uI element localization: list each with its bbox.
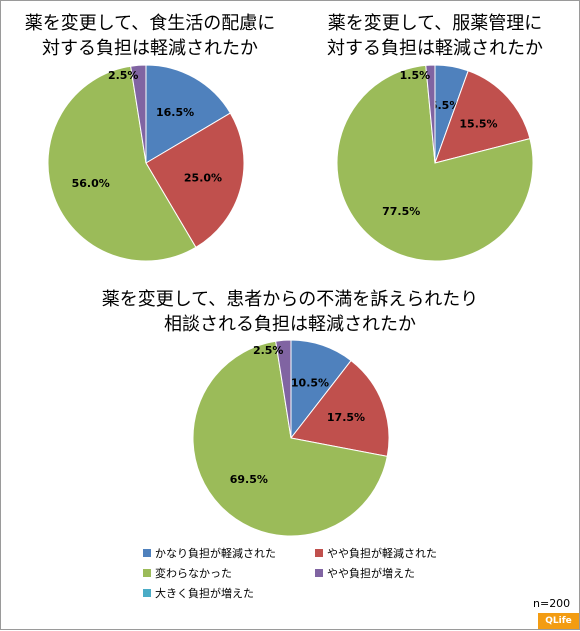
legend-label-4: やや負担が増えた [327,567,415,580]
pie1-label-1: 16.5% [156,106,194,119]
pie3-label-1: 10.5% [291,376,329,389]
pie3-slice-4 [275,339,292,439]
pie1-slice-1 [145,64,232,164]
pie2-title-line2: 対する負担は軽減されたか [327,38,543,59]
pie2-title: 薬を変更して、服薬管理に 対する負担は軽減されたか [291,11,579,61]
legend-item-2: やや負担が軽減された [315,545,437,561]
pie2-slice-3 [336,64,534,262]
pie1-title-line1: 薬を変更して、食生活の配慮に [24,13,276,34]
legend-swatch-1 [143,549,151,557]
pie1-label-3: 56.0% [72,177,110,190]
legend-label-3: 変わらなかった [155,567,232,580]
pie1-title: 薬を変更して、食生活の配慮に 対する負担は軽減されたか [5,11,295,61]
pie1-slice-4 [130,64,147,164]
pie3-slice-2 [290,359,390,457]
pie3-label-3: 69.5% [230,473,268,486]
legend-item-5: 大きく負担が増えた [143,585,254,601]
pie1-label-2: 25.0% [184,172,222,185]
qlife-logo: QLife [538,613,579,629]
legend-swatch-3 [143,569,151,577]
legend-label-5: 大きく負担が増えた [155,587,254,600]
legend-item-3: 変わらなかった [143,565,232,581]
pie1-slice-3 [47,65,197,262]
pie2-group: 5.5% 15.5% 77.5% 1.5% [336,64,534,262]
pie1-title-line2: 対する負担は軽減されたか [42,38,258,59]
pie2-label-4: 1.5% [400,69,431,82]
legend-item-1: かなり負担が軽減された [143,545,276,561]
legend-swatch-4 [315,569,323,577]
pie3-title-line2: 相談される負担は軽減されたか [164,314,416,335]
legend-label-1: かなり負担が軽減された [155,547,276,560]
pie1-slice-2 [145,112,245,249]
sample-size-label: n=200 [533,597,571,610]
pie3-title-line1: 薬を変更して、患者からの不満を訴えられたり [101,289,479,310]
pie3-group: 10.5% 17.5% 69.5% 2.5% [192,339,390,537]
pie3-slice-3 [192,340,388,537]
pie2-label-2: 15.5% [459,117,497,130]
pie2-title-line1: 薬を変更して、服薬管理に [327,13,543,34]
pie2-label-1: 5.5% [430,99,461,112]
legend-item-4: やや負担が増えた [315,565,415,581]
pie2-label-3: 77.5% [382,205,420,218]
pie1-group: 16.5% 25.0% 56.0% 2.5% [47,64,245,262]
legend-swatch-2 [315,549,323,557]
pie3-title: 薬を変更して、患者からの不満を訴えられたり 相談される負担は軽減されたか [1,287,579,337]
legend-swatch-5 [143,589,151,597]
pie3-label-4: 2.5% [253,344,284,357]
pie2-slice-2 [434,70,531,164]
pie1-label-4: 2.5% [108,69,139,82]
pie2-slice-4 [425,64,436,164]
legend-label-2: やや負担が軽減された [327,547,437,560]
pie3-label-2: 17.5% [327,411,365,424]
